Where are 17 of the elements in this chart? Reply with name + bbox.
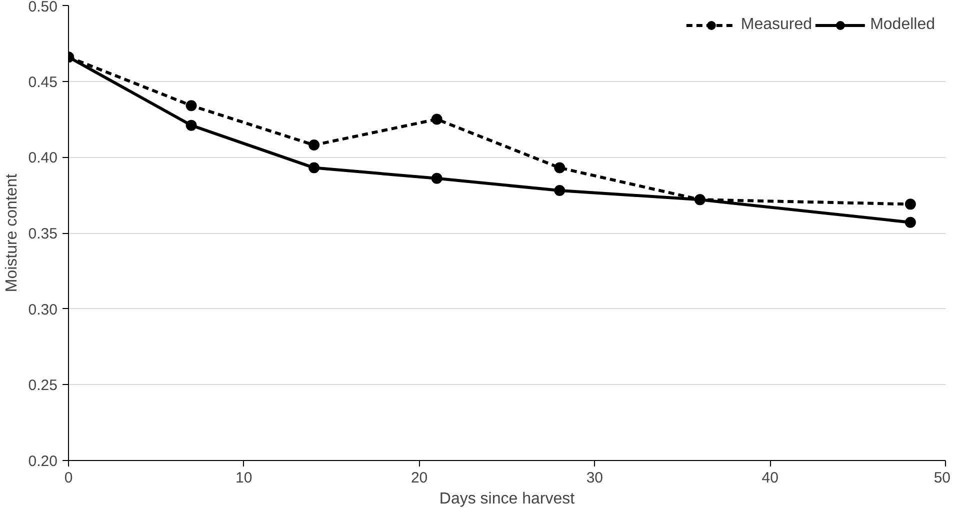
y-tick-label: 0.40: [28, 150, 58, 167]
y-axis-title: Moisture content: [3, 173, 20, 292]
y-tick-label: 0.45: [28, 74, 58, 91]
x-tick-label: 0: [64, 470, 73, 486]
x-tick-label: 50: [934, 470, 951, 486]
legend-label: Measured: [740, 16, 812, 34]
x-tick-label: 40: [762, 470, 778, 486]
x-axis-title: Days since harvest: [439, 490, 576, 508]
y-tick-label: 0.25: [28, 377, 58, 394]
x-tick-label: 20: [410, 470, 428, 486]
y-tick-label: 0.35: [28, 226, 58, 242]
x-tick-label: 30: [586, 470, 604, 486]
y-tick-label: 0.30: [28, 301, 58, 318]
legend-label: Modelled: [870, 16, 935, 34]
y-tick-label: 0.50: [28, 0, 58, 16]
y-tick-label: 0.20: [28, 453, 58, 470]
x-tick-label: 10: [236, 470, 252, 486]
